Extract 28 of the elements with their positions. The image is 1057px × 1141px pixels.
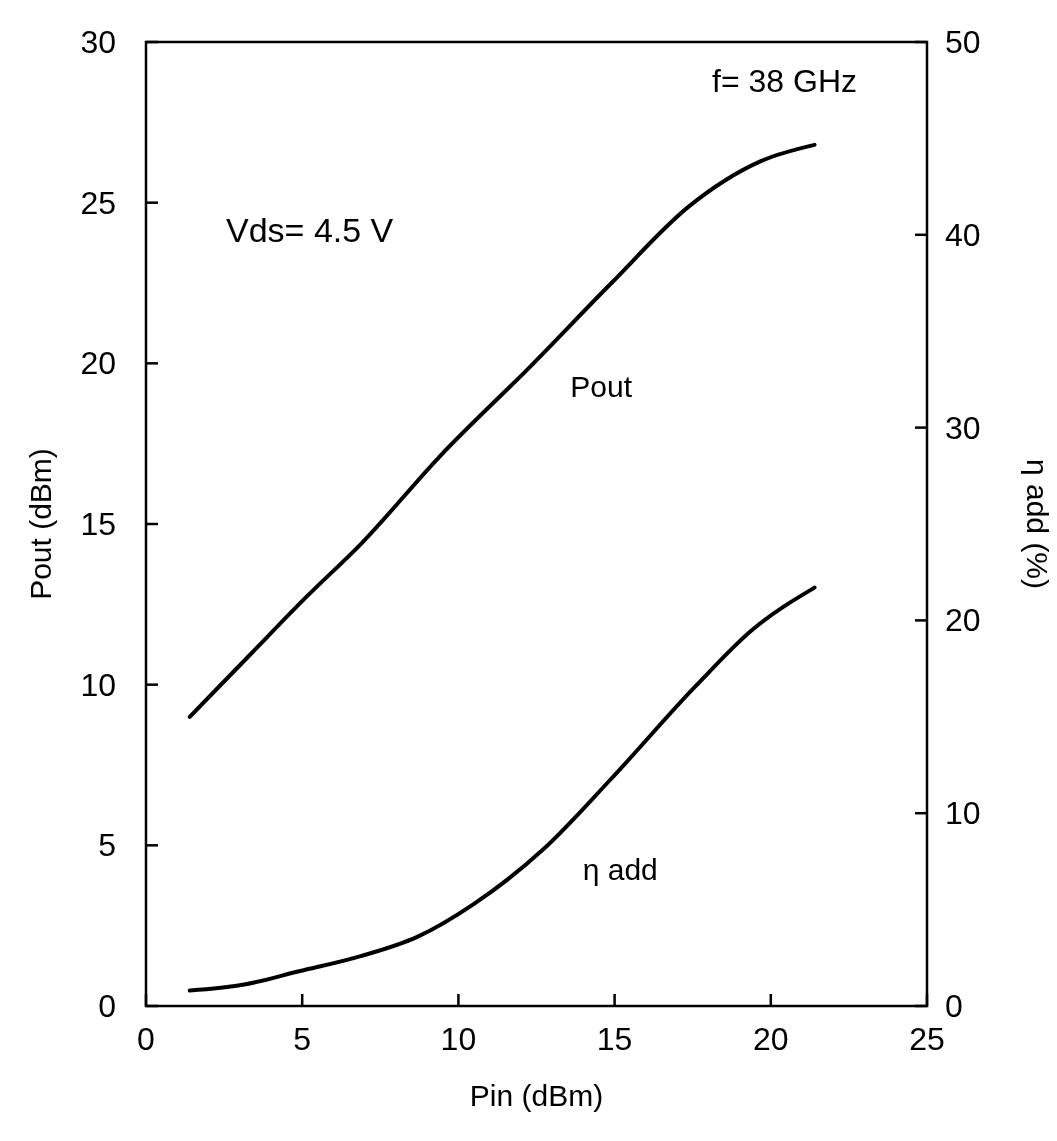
- annotation: f= 38 GHz: [712, 63, 857, 99]
- y2-tick-label: 30: [945, 409, 981, 446]
- y-tick-label: 10: [80, 666, 116, 703]
- x-axis-title: Pin (dBm): [469, 1079, 604, 1112]
- y2-axis-title: η add (%): [1021, 458, 1054, 590]
- x-tick-label: 25: [909, 1021, 945, 1057]
- x-tick-label: 0: [137, 1021, 155, 1057]
- y-tick-label: 15: [80, 506, 116, 542]
- y2-tick-label: 50: [945, 24, 981, 60]
- y-tick-label: 25: [80, 184, 116, 221]
- y2-tick-label: 40: [945, 216, 981, 253]
- y2-tick-label: 10: [945, 795, 981, 832]
- y-tick-label: 5: [98, 827, 116, 864]
- x-tick-label: 15: [596, 1021, 633, 1057]
- y2-tick-label: 0: [945, 988, 963, 1024]
- x-tick-label: 20: [753, 1021, 789, 1057]
- series-label: Pout: [570, 369, 633, 403]
- y-axis-title: Pout (dBm): [24, 448, 57, 600]
- line-series: [187, 585, 817, 993]
- y-tick-label: 30: [80, 24, 116, 60]
- y-tick-label: 0: [98, 988, 116, 1024]
- x-tick-label: 5: [293, 1021, 312, 1057]
- annotation: Vds= 4.5 V: [226, 211, 394, 249]
- series-label: η add: [582, 852, 658, 886]
- y2-tick-label: 20: [945, 602, 981, 639]
- x-tick-label: 10: [440, 1021, 477, 1057]
- y-tick-label: 20: [80, 345, 116, 382]
- line-series: [187, 142, 817, 719]
